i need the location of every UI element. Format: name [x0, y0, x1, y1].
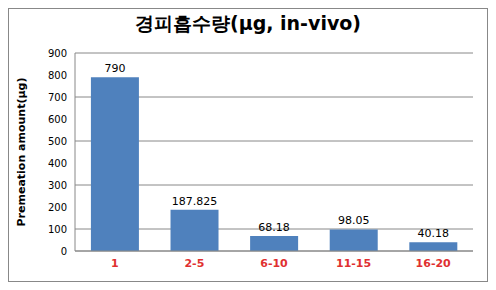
svg-text:800: 800: [48, 70, 67, 81]
svg-text:16-20: 16-20: [416, 257, 452, 270]
svg-text:500: 500: [48, 136, 67, 147]
svg-text:0: 0: [61, 246, 67, 257]
svg-text:2-5: 2-5: [184, 257, 204, 270]
svg-text:11-15: 11-15: [336, 257, 371, 270]
html-text:경피흡수량(μg, in-vivo): 경피흡수량(μg, in-vivo): [135, 12, 361, 34]
svg-text:790: 790: [104, 62, 125, 75]
svg-text:700: 700: [48, 92, 67, 103]
svg-text:68.18: 68.18: [258, 221, 290, 234]
svg-text:400: 400: [48, 158, 67, 169]
svg-text:1: 1: [111, 257, 119, 270]
svg-text:200: 200: [48, 202, 67, 213]
svg-text:40.18: 40.18: [418, 227, 450, 240]
svg-text:98.05: 98.05: [338, 214, 370, 227]
svg-text:Premeation amount(μg): Premeation amount(μg): [15, 78, 28, 227]
svg-text:100: 100: [48, 224, 67, 235]
svg-text:300: 300: [48, 180, 67, 191]
svg-text:900: 900: [48, 48, 67, 59]
svg-text:600: 600: [48, 114, 67, 125]
svg-text:187.825: 187.825: [172, 195, 218, 208]
svg-text:6-10: 6-10: [260, 257, 288, 270]
